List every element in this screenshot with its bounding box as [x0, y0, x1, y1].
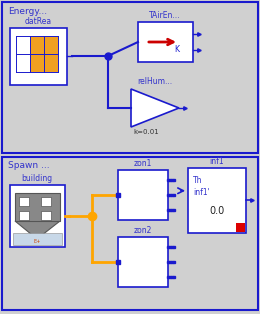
Text: inf1': inf1'	[193, 188, 210, 197]
Text: Energy...: Energy...	[8, 7, 47, 16]
Bar	[44, 36, 58, 54]
Text: datRea: datRea	[24, 17, 51, 26]
Bar	[10, 185, 65, 247]
Bar	[19, 211, 29, 220]
Bar	[41, 211, 51, 220]
Text: inf1: inf1	[210, 157, 224, 166]
Bar	[41, 197, 51, 206]
Bar	[19, 197, 29, 206]
Text: K: K	[174, 45, 179, 54]
Bar	[138, 22, 193, 62]
Text: Th: Th	[193, 176, 203, 185]
Bar	[236, 223, 245, 232]
Bar	[15, 193, 60, 221]
Polygon shape	[131, 89, 179, 127]
Bar	[10, 28, 67, 85]
Text: E+: E+	[33, 239, 41, 244]
Polygon shape	[15, 221, 60, 239]
Bar	[30, 54, 44, 72]
Text: 0.0: 0.0	[209, 206, 225, 216]
Bar	[13, 233, 62, 245]
Text: zon1: zon1	[134, 159, 152, 168]
Text: zon2: zon2	[134, 226, 152, 235]
Bar	[118, 237, 168, 287]
Text: Spawn ...: Spawn ...	[8, 161, 50, 170]
Bar	[118, 170, 168, 220]
Bar	[44, 54, 58, 72]
Bar	[30, 36, 44, 54]
Bar	[2, 157, 258, 310]
Bar	[2, 2, 258, 153]
Bar	[188, 168, 246, 233]
Text: TAirEn...: TAirEn...	[149, 11, 181, 20]
Text: relHum...: relHum...	[138, 77, 173, 86]
Text: building: building	[21, 174, 53, 183]
Text: k=0.01: k=0.01	[133, 129, 159, 135]
